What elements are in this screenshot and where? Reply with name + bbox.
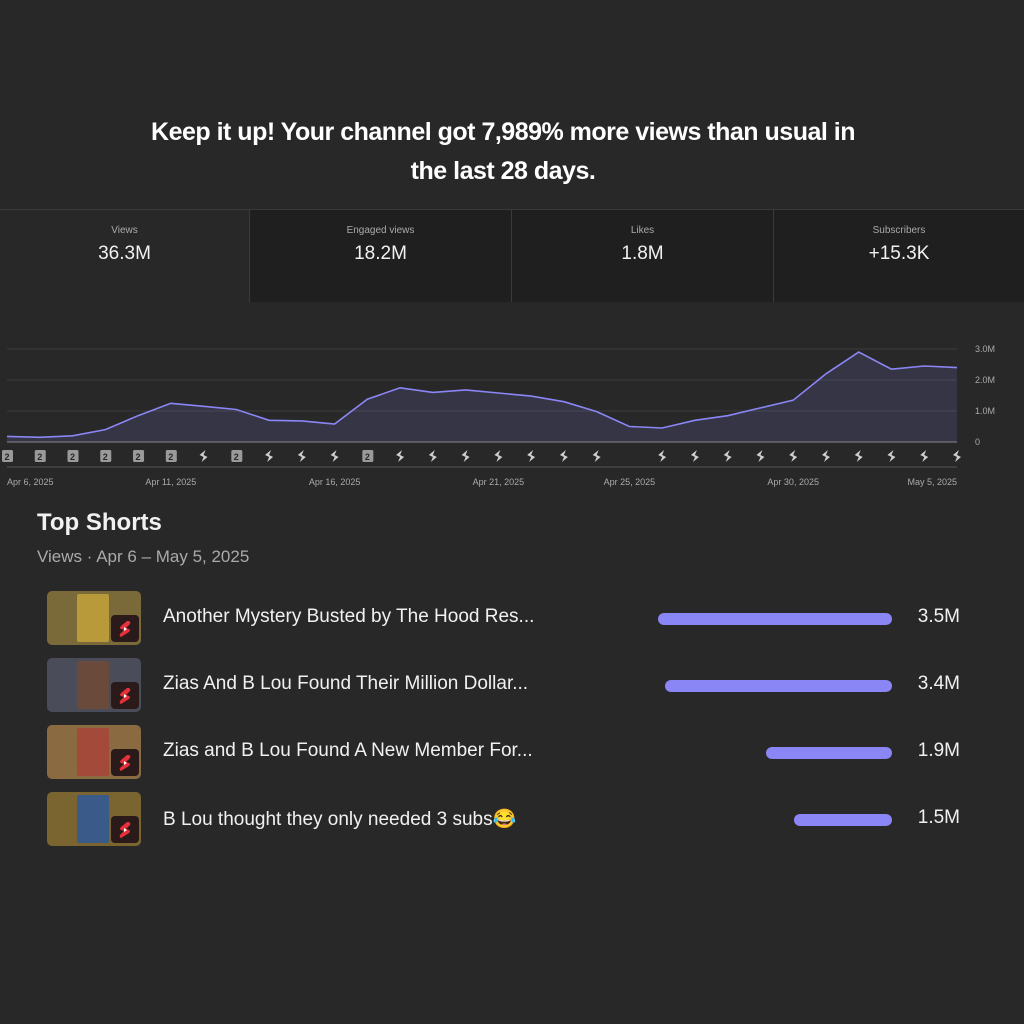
shorts-marker-icon [592, 450, 601, 462]
upload-marker [231, 450, 243, 462]
stat-label: Subscribers [872, 225, 926, 236]
upload-marker-count: 2 [70, 452, 75, 462]
stat-card-engaged-views[interactable]: Engaged views 18.2M [249, 210, 511, 302]
shorts-marker-icon [428, 450, 437, 462]
x-tick-label: Apr 21, 2025 [473, 477, 525, 487]
short-thumbnail[interactable] [47, 658, 141, 712]
shorts-marker-icon [527, 450, 536, 462]
shorts-icon [111, 682, 139, 709]
y-tick-label: 0 [975, 437, 980, 447]
top-short-row[interactable]: Another Mystery Busted by The Hood Res..… [47, 591, 967, 645]
shorts-marker-icon [297, 450, 306, 462]
shorts-marker-icon [789, 450, 798, 462]
upload-marker-count: 2 [365, 452, 370, 462]
x-tick-label: Apr 6, 2025 [7, 477, 54, 487]
upload-marker [133, 450, 145, 462]
short-views: 3.5M [917, 606, 960, 627]
thumbnail-photo [77, 795, 109, 843]
shorts-marker-icon [199, 450, 208, 462]
upload-marker-count: 2 [136, 452, 141, 462]
shorts-marker-icon [756, 450, 765, 462]
shorts-marker-icon [265, 450, 274, 462]
short-thumbnail[interactable] [47, 591, 141, 645]
views-area [7, 352, 957, 442]
y-tick-label: 1.0M [975, 406, 995, 416]
top-short-row[interactable]: Zias And B Lou Found Their Million Dolla… [47, 658, 967, 712]
shorts-marker-icon [658, 450, 667, 462]
x-tick-label: Apr 11, 2025 [145, 477, 196, 487]
views-bar [766, 747, 892, 759]
views-bar [658, 613, 892, 625]
upload-marker [100, 450, 112, 462]
stat-value: 1.8M [621, 243, 664, 264]
shorts-marker-icon [887, 450, 896, 462]
top-shorts-subtitle: Views · Apr 6 – May 5, 2025 [37, 547, 250, 566]
top-short-row[interactable]: Zias and B Lou Found A New Member For...… [47, 725, 967, 779]
shorts-marker-icon [330, 450, 339, 462]
top-shorts-title: Top Shorts [37, 509, 162, 536]
y-tick-label: 3.0M [975, 344, 995, 354]
shorts-marker-icon [396, 450, 405, 462]
shorts-marker-icon [953, 450, 961, 462]
stat-value: 36.3M [98, 243, 151, 264]
stats-row: Views 36.3M Engaged views 18.2M Likes 1.… [0, 209, 1024, 302]
short-views: 3.4M [917, 673, 960, 694]
short-thumbnail[interactable] [47, 725, 141, 779]
upload-marker [165, 450, 177, 462]
upload-marker [362, 450, 374, 462]
stat-card-likes[interactable]: Likes 1.8M [511, 210, 773, 302]
x-tick-label: Apr 16, 2025 [309, 477, 361, 487]
stat-label: Views [111, 225, 138, 236]
stat-value: +15.3K [868, 243, 930, 264]
upload-marker-count: 2 [4, 452, 9, 462]
shorts-marker-icon [920, 450, 929, 462]
headline-line-2: the last 28 days. [410, 157, 596, 185]
stat-value: 18.2M [354, 243, 407, 264]
short-title[interactable]: B Lou thought they only needed 3 subs😂 [163, 809, 517, 830]
shorts-marker-icon [559, 450, 568, 462]
views-bar [794, 814, 892, 826]
upload-marker [34, 450, 46, 462]
short-title[interactable]: Zias And B Lou Found Their Million Dolla… [163, 673, 529, 694]
shorts-icon [111, 749, 139, 776]
stat-card-subscribers[interactable]: Subscribers +15.3K [773, 210, 1024, 302]
stat-label: Likes [630, 225, 655, 236]
upload-marker-count: 2 [234, 452, 239, 462]
shorts-marker-icon [854, 450, 863, 462]
shorts-marker-icon [821, 450, 830, 462]
short-thumbnail[interactable] [47, 792, 141, 846]
views-bar [665, 680, 892, 692]
thumbnail-photo [77, 661, 109, 709]
shorts-marker-icon [494, 450, 503, 462]
shorts-marker-icon [723, 450, 732, 462]
top-short-row[interactable]: B Lou thought they only needed 3 subs😂 1… [47, 792, 967, 846]
shorts-marker-icon [461, 450, 470, 462]
upload-marker-count: 2 [37, 452, 42, 462]
shorts-marker-icon [690, 450, 699, 462]
y-tick-label: 2.0M [975, 375, 995, 385]
thumbnail-photo [77, 728, 109, 776]
views-chart[interactable]: 0 1.0M 2.0M 3.0M 2 2 2 2 2 2 2 2 Apr 6, 2025 Apr 11, … [0, 335, 1024, 495]
x-tick-label: May 5, 2025 [907, 477, 957, 487]
thumbnail-photo [77, 594, 109, 642]
upload-marker [67, 450, 79, 462]
headline-line-1: Keep it up! Your channel got 7,989% more… [151, 118, 855, 146]
x-tick-label: Apr 30, 2025 [767, 477, 819, 487]
x-tick-label: Apr 25, 2025 [604, 477, 656, 487]
upload-marker-count: 2 [168, 452, 173, 462]
upload-marker [2, 450, 13, 462]
views-line [6, 351, 958, 439]
short-views: 1.9M [917, 740, 960, 761]
short-title[interactable]: Another Mystery Busted by The Hood Res..… [163, 606, 535, 627]
stat-label: Engaged views [346, 225, 415, 236]
shorts-icon [111, 615, 139, 642]
short-title[interactable]: Zias and B Lou Found A New Member For... [163, 740, 533, 761]
short-views: 1.5M [917, 807, 960, 828]
stat-card-views[interactable]: Views 36.3M [0, 210, 249, 302]
headline: Keep it up! Your channel got 7,989% more… [0, 113, 1006, 191]
shorts-icon [111, 816, 139, 843]
upload-marker-count: 2 [103, 452, 108, 462]
